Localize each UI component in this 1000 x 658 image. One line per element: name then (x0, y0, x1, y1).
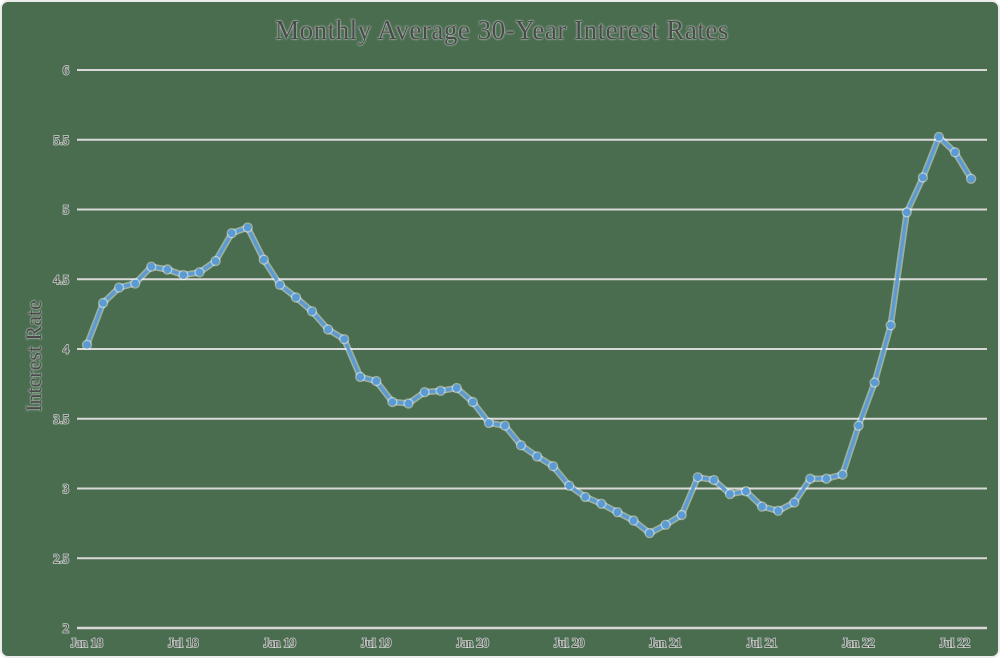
data-point-marker (243, 223, 252, 232)
data-point-marker (485, 419, 493, 427)
data-point-marker (469, 398, 477, 406)
y-tick-label: 6 (63, 64, 69, 78)
data-point-marker (742, 487, 750, 496)
y-tick-label: 5.5 (53, 133, 69, 147)
data-point-marker (886, 321, 895, 330)
data-point-marker (260, 255, 268, 264)
data-point-marker (533, 452, 541, 461)
data-point-marker (597, 500, 606, 508)
y-tick-label: 4 (63, 343, 70, 357)
data-point-marker (147, 262, 156, 271)
data-point-marker (854, 421, 863, 430)
data-point-marker (179, 271, 188, 279)
data-point-marker (340, 335, 349, 344)
data-point-marker (694, 473, 702, 482)
data-point-marker (131, 279, 139, 288)
data-point-marker (356, 373, 365, 381)
x-tick-label: Jan 18 (71, 636, 103, 650)
data-point-marker (420, 388, 429, 397)
data-point-marker (951, 148, 959, 157)
data-point-marker (195, 268, 204, 277)
data-point-marker (822, 474, 831, 483)
data-point-marker (629, 516, 638, 525)
data-point-marker (436, 387, 445, 395)
data-point-marker (324, 325, 332, 334)
x-tick-label: Jan 21 (650, 636, 682, 650)
data-point-marker (452, 384, 461, 392)
data-point-marker (549, 462, 557, 471)
data-point-marker (115, 283, 123, 292)
data-point-marker (903, 208, 911, 217)
data-point-marker (613, 508, 622, 516)
data-point-marker (726, 490, 734, 498)
y-tick-label: 2.5 (53, 552, 69, 566)
data-point-marker (372, 377, 381, 385)
data-point-marker (308, 307, 316, 316)
data-point-marker (870, 378, 879, 387)
y-tick-label: 4.5 (53, 273, 69, 287)
x-tick-label: Jul 20 (554, 636, 584, 650)
data-point-marker (806, 474, 815, 483)
data-point-marker (581, 493, 590, 501)
data-point-marker (710, 476, 718, 484)
data-point-marker (163, 265, 172, 274)
data-point-marker (211, 257, 220, 265)
x-tick-label: Jul 21 (747, 636, 777, 650)
y-tick-label: 5 (63, 203, 69, 217)
data-point-marker (404, 399, 413, 408)
data-point-marker (935, 133, 943, 141)
data-point-marker (99, 299, 107, 307)
data-point-marker (501, 421, 509, 430)
data-point-marker (677, 511, 686, 519)
data-point-marker (790, 498, 799, 507)
data-point-marker (388, 398, 397, 406)
data-point-marker (774, 507, 782, 515)
data-point-marker (83, 341, 91, 349)
data-point-marker (565, 481, 573, 490)
data-point-marker (661, 521, 670, 529)
x-tick-label: Jan 19 (264, 636, 296, 650)
data-point-marker (967, 175, 975, 183)
y-tick-label: 2 (63, 622, 69, 636)
x-tick-label: Jul 19 (361, 636, 391, 650)
data-point-marker (292, 293, 300, 302)
data-point-marker (758, 502, 766, 511)
data-point-marker (276, 281, 284, 289)
x-tick-label: Jul 18 (168, 636, 198, 650)
x-tick-label: Jan 22 (842, 636, 874, 650)
data-point-marker (838, 470, 847, 479)
x-tick-label: Jul 22 (940, 636, 970, 650)
data-point-marker (227, 229, 236, 237)
y-tick-label: 3.5 (53, 412, 69, 426)
data-point-marker (645, 529, 654, 537)
y-tick-label: 3 (63, 482, 69, 496)
data-point-marker (919, 173, 927, 182)
x-tick-label: Jan 20 (457, 636, 489, 650)
data-point-marker (517, 441, 525, 450)
